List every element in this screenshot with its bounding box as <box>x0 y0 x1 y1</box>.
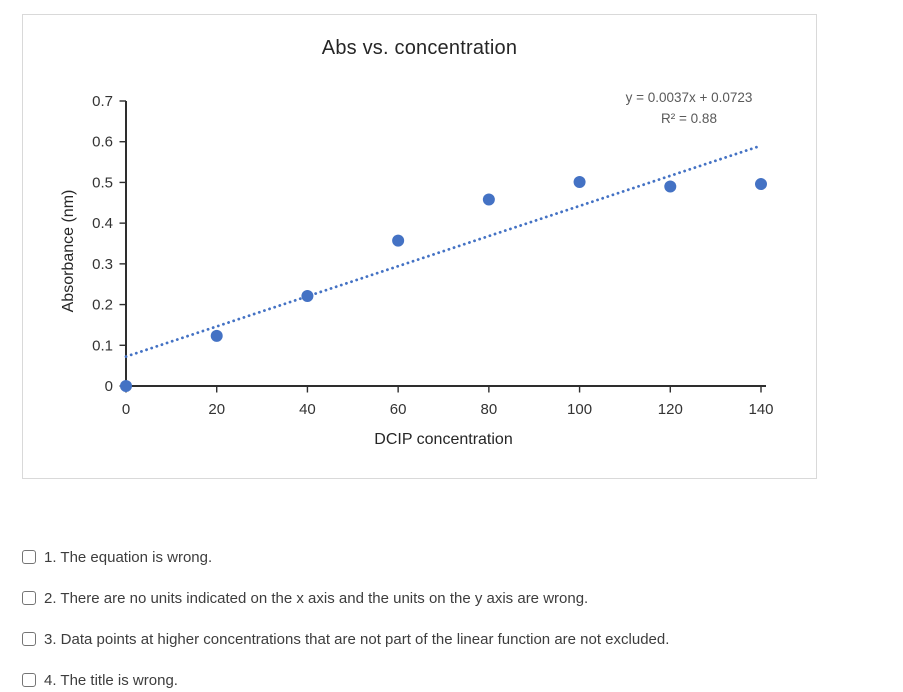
question-row-1: 1. The equation is wrong. <box>22 546 669 568</box>
question-1-checkbox[interactable] <box>22 550 36 564</box>
question-row-3: 3. Data points at higher concentrations … <box>22 628 669 650</box>
svg-text:100: 100 <box>567 401 592 418</box>
data-point <box>210 329 223 342</box>
data-point <box>392 234 405 247</box>
data-point <box>755 178 767 191</box>
r-squared-line: R² = 0.88 <box>661 111 717 126</box>
data-point <box>482 193 495 206</box>
svg-text:140: 140 <box>748 401 773 418</box>
svg-text:0.1: 0.1 <box>92 337 113 354</box>
svg-text:0.3: 0.3 <box>92 256 113 273</box>
y-axis-title: Absorbance (nm) <box>60 189 77 313</box>
data-point <box>573 176 586 189</box>
svg-text:120: 120 <box>658 401 683 418</box>
question-2-checkbox[interactable] <box>22 591 36 605</box>
x-axis-title: DCIP concentration <box>374 431 513 448</box>
data-point <box>301 290 314 303</box>
svg-text:0.5: 0.5 <box>92 174 113 191</box>
svg-text:0.4: 0.4 <box>92 215 113 232</box>
question-row-2: 2. There are no units indicated on the x… <box>22 587 669 609</box>
svg-text:80: 80 <box>481 401 498 418</box>
question-4-checkbox[interactable] <box>22 673 36 687</box>
data-point <box>120 380 132 392</box>
question-2-label: 2. There are no units indicated on the x… <box>44 589 589 607</box>
svg-text:0.2: 0.2 <box>92 297 113 314</box>
chart-title: Abs vs. concentration <box>321 37 518 59</box>
svg-text:0: 0 <box>122 401 130 418</box>
question-3-checkbox[interactable] <box>22 632 36 646</box>
svg-text:40: 40 <box>299 401 316 418</box>
data-point <box>664 180 677 193</box>
trendline-equation: y = 0.0037x + 0.0723 R² = 0.88 <box>589 87 789 129</box>
scatter-plot: 0 20 40 60 80 100 120 140 0 0.1 0.2 0.3 0.4 0.5 0.6 0.7 <box>92 93 773 418</box>
chart-card: Abs vs. concentration y = 0.0037x + 0.07… <box>22 14 817 479</box>
trendline <box>124 144 763 358</box>
equation-line: y = 0.0037x + 0.0723 <box>625 90 753 105</box>
question-3-label: 3. Data points at higher concentrations … <box>44 630 670 648</box>
svg-text:0.7: 0.7 <box>92 93 113 110</box>
svg-text:0: 0 <box>105 378 113 395</box>
svg-text:20: 20 <box>208 401 225 418</box>
question-1-label: 1. The equation is wrong. <box>44 548 213 566</box>
question-list: 1. The equation is wrong. 2. There are n… <box>22 546 669 691</box>
svg-text:0.6: 0.6 <box>92 134 113 151</box>
question-row-4: 4. The title is wrong. <box>22 669 669 691</box>
question-4-label: 4. The title is wrong. <box>44 671 178 689</box>
svg-text:60: 60 <box>390 401 407 418</box>
